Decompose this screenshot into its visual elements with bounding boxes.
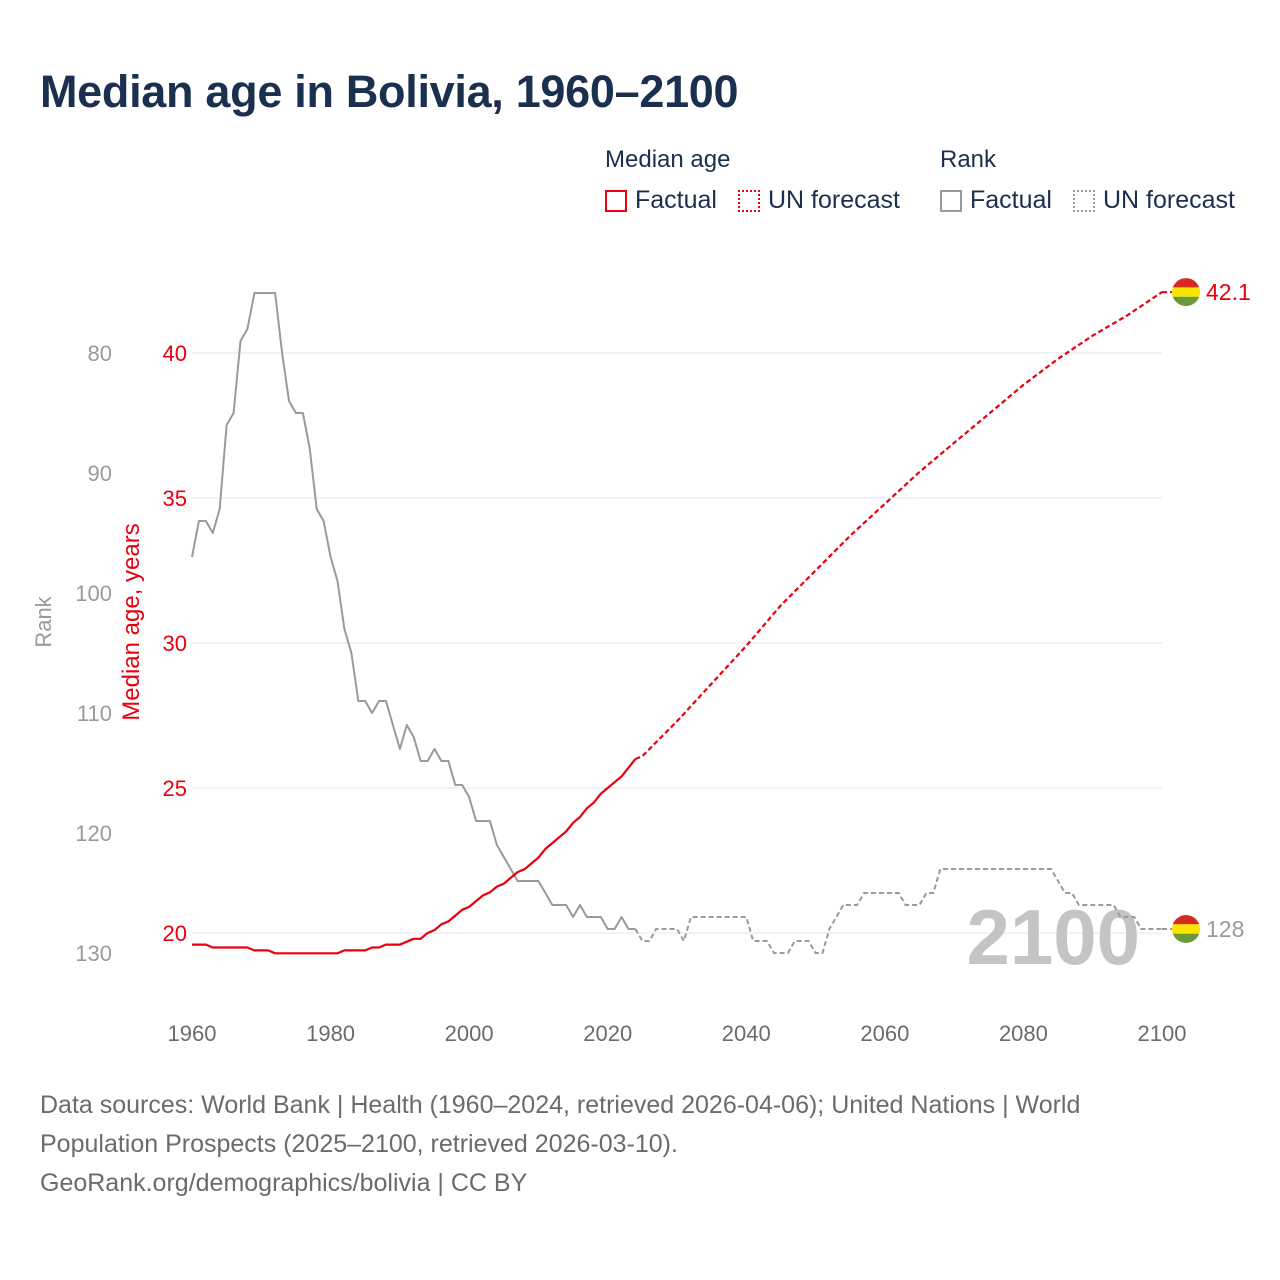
x-tick-label: 2020 [583,1021,632,1046]
rank-axis: 80 90 100 110 120 130 [75,341,112,966]
x-tick-label: 2080 [999,1021,1048,1046]
rank-end-flag-icon [1172,915,1200,943]
x-tick-label: 2100 [1138,1021,1187,1046]
legend-label: UN forecast [768,186,900,214]
median-tick-label: 35 [163,486,187,511]
legend-rank-title: Rank [940,146,997,173]
year-watermark: 2100 [966,893,1140,981]
rank-tick-label: 100 [75,581,112,606]
legend-rank-forecast[interactable]: UN forecast [1073,186,1235,215]
rank-tick-label: 130 [75,941,112,966]
legend-label: Factual [635,186,717,214]
legend-median-forecast[interactable]: UN forecast [738,186,900,215]
median-tick-label: 40 [163,341,187,366]
rank-tick-label: 80 [88,341,112,366]
chart-title: Median age in Bolivia, 1960–2100 [40,66,739,117]
x-tick-label: 1980 [306,1021,355,1046]
rank-factual-line [191,292,636,930]
median-end-flag-icon [1172,278,1200,307]
median-factual-line [192,758,637,955]
x-tick-label: 2000 [445,1021,494,1046]
flag-stripe-yellow [1172,287,1200,297]
median-axis-title: Median age, years [118,523,145,720]
legend-label: Factual [970,186,1052,214]
flag-stripe-yellow [1172,924,1200,934]
rank-tick-label: 120 [75,821,112,846]
median-tick-label: 25 [163,776,187,801]
flag-stripe-green [1172,296,1200,307]
footer-source-line-2: Population Prospects (2025–2100, retriev… [40,1130,678,1158]
median-axis: 20 25 30 35 40 [163,341,187,946]
rank-end-label: 128 [1206,916,1244,942]
flag-stripe-red [1172,915,1200,925]
legend-rank-factual[interactable]: Factual [940,186,1052,215]
series-lines [191,291,1163,955]
x-axis: 1960 1980 2000 2020 2040 2060 2080 2100 [168,1021,1187,1046]
x-tick-label: 2060 [860,1021,909,1046]
legend-swatch-rank-forecast [1073,189,1095,212]
rank-tick-label: 110 [77,701,112,726]
legend-median-factual[interactable]: Factual [605,186,717,215]
flag-stripe-green [1172,933,1200,943]
legend-label: UN forecast [1103,186,1235,214]
footer: Data sources: World Bank | Health (1960–… [40,1086,1220,1203]
legend-swatch-median-forecast [738,189,760,212]
rank-axis-title: Rank [31,595,56,647]
rank-forecast-line [634,868,1162,954]
median-tick-label: 20 [163,921,187,946]
x-tick-label: 1960 [168,1021,217,1046]
end-markers: 42.1 128 [1162,278,1251,943]
footer-credit: GeoRank.org/demographics/bolivia | CC BY [40,1169,528,1197]
legend-swatch-rank-factual [940,189,962,212]
gridlines [192,352,1162,934]
flag-stripe-red [1172,278,1200,288]
legend-median-title: Median age [605,146,731,173]
x-tick-label: 2040 [722,1021,771,1046]
footer-source-line-1: Data sources: World Bank | Health (1960–… [40,1091,1081,1119]
median-forecast-line [634,291,1163,761]
legend-swatch-median-factual [605,189,627,212]
median-tick-label: 30 [163,631,187,656]
rank-tick-label: 90 [88,461,112,486]
chart-svg: 2100 80 90 100 110 120 130 20 25 30 35 40 1960 198… [31,278,1251,1046]
median-end-label: 42.1 [1206,279,1251,305]
